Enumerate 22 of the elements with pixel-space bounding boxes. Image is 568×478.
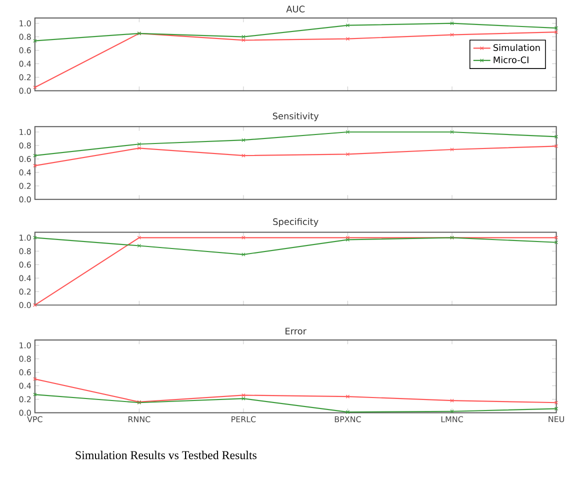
point [346,24,350,28]
point [450,398,454,403]
legend-label: Micro-CI [494,56,528,64]
chart-title: AUC [286,6,305,13]
point [450,410,454,414]
point [346,410,350,414]
point [242,394,246,398]
chart-title: Specificity [273,218,318,228]
point [346,394,350,399]
chart-title: Sensitivity [272,112,319,122]
text: Simulation Results vs Testbed Results [76,451,256,460]
point [450,33,454,37]
legend-label: Simulation [493,44,540,52]
point [242,236,246,240]
point [346,37,350,41]
point [137,244,142,248]
chart-title: Error [286,328,306,335]
point [137,142,142,146]
point [242,38,246,42]
point [346,130,350,134]
point [450,22,454,26]
point [242,35,246,39]
